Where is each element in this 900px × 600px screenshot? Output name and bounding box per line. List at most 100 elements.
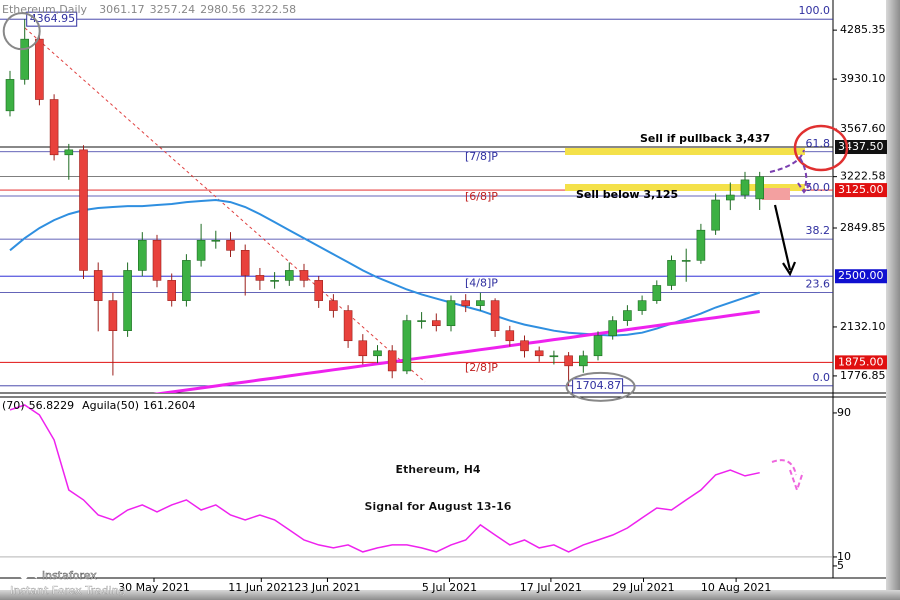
level-label: 3125.00 bbox=[838, 183, 884, 196]
ind-value: 161.2604 bbox=[143, 399, 196, 412]
murray-label: [2/8]P bbox=[465, 361, 498, 374]
candle-body bbox=[681, 260, 691, 262]
annotation: Sell if pullback 3,437 bbox=[640, 132, 770, 145]
candle-body bbox=[725, 194, 735, 201]
header: Ethereum,Daily 3061.17 3257.24 2980.56 3222.… bbox=[2, 3, 296, 16]
candle-body bbox=[284, 270, 294, 281]
x-tick-label: 17 Jul 2021 bbox=[520, 581, 582, 594]
candle-body bbox=[652, 285, 662, 301]
level-box bbox=[835, 355, 887, 370]
y-tick-label: 90 bbox=[837, 406, 851, 419]
candle-body bbox=[505, 330, 515, 342]
candle-body bbox=[343, 310, 353, 342]
ohlc: 2980.56 bbox=[200, 3, 246, 16]
level-label: 1875.00 bbox=[838, 355, 884, 368]
arrow bbox=[773, 204, 797, 277]
candle-body bbox=[520, 340, 529, 352]
candle-body bbox=[20, 38, 30, 80]
murray-label: [4/8]P bbox=[465, 276, 498, 289]
candle-body bbox=[534, 350, 544, 357]
candle-body bbox=[667, 260, 676, 286]
candle-body bbox=[755, 176, 765, 200]
y-tick-label: 2132.10 bbox=[840, 320, 886, 333]
main-panel bbox=[0, 18, 833, 393]
candle-body bbox=[299, 270, 309, 281]
level-box bbox=[835, 183, 887, 198]
ind-value: 56.8229 bbox=[29, 399, 75, 412]
candle-body bbox=[5, 79, 15, 112]
candle-body bbox=[373, 350, 382, 357]
y-tick-label: 3567.60 bbox=[840, 122, 886, 135]
ohlc: 3061.17 bbox=[99, 3, 145, 16]
candle-body bbox=[182, 260, 191, 301]
overlay: 100.0 61.8 50.0 38.2 23.6 0.0 [7/8]P [6/8]P [4/8… bbox=[2, 4, 887, 594]
candle-body bbox=[211, 239, 221, 242]
candle-body bbox=[387, 350, 397, 372]
logo-tagline: Instant Forex Trading bbox=[10, 584, 126, 597]
ohlc: 3257.24 bbox=[150, 3, 196, 16]
indicator-line bbox=[9, 404, 760, 553]
highlight-circle bbox=[793, 124, 849, 172]
ind-name: (70) bbox=[2, 399, 25, 412]
logo-icon bbox=[10, 560, 38, 588]
moving-average bbox=[153, 310, 760, 393]
y-tick-label: 5 bbox=[837, 559, 844, 572]
subtitle: Signal for August 13-16 bbox=[365, 500, 512, 513]
fib-label: 100.0 bbox=[799, 4, 831, 17]
y-tick-label: 1776.85 bbox=[840, 369, 886, 382]
candle-body bbox=[623, 310, 632, 321]
callout: 1704.87 bbox=[576, 379, 622, 392]
candle-body bbox=[417, 320, 426, 322]
candle-body bbox=[608, 320, 618, 336]
fib-label: 0.0 bbox=[813, 371, 831, 384]
logo: instaforex Instant Forex Trading bbox=[10, 560, 126, 597]
y-tick-label: 10 bbox=[837, 550, 851, 563]
y-tick-label: 3222.58 bbox=[840, 170, 886, 183]
callout: 4364.95 bbox=[30, 12, 75, 25]
candle-body bbox=[446, 300, 456, 327]
indicator-panel bbox=[0, 404, 833, 558]
candle-body bbox=[196, 239, 206, 261]
highlight-circle bbox=[2, 12, 41, 51]
x-tick-label: 5 Jul 2021 bbox=[422, 581, 477, 594]
fib-label: 61.8 bbox=[806, 137, 831, 150]
candle-body bbox=[637, 300, 647, 311]
callout-box bbox=[26, 11, 78, 27]
candle-body bbox=[49, 99, 59, 156]
candle-body bbox=[108, 300, 118, 331]
candle-body bbox=[476, 300, 485, 306]
arrow bbox=[771, 459, 804, 494]
symbol: Ethereum,Daily bbox=[2, 3, 88, 16]
candle-body bbox=[93, 270, 103, 301]
logo-icon bbox=[19, 569, 29, 579]
sell-zone bbox=[762, 188, 790, 200]
canvas bbox=[0, 0, 886, 590]
fib-label: 50.0 bbox=[806, 181, 831, 194]
candle-body bbox=[578, 355, 588, 367]
annotation: Sell below 3,125 bbox=[576, 188, 678, 201]
title: Ethereum, H4 bbox=[395, 463, 480, 476]
highlight-circle bbox=[565, 371, 636, 402]
candle-body bbox=[152, 239, 162, 281]
murray-label: [6/8]P bbox=[465, 190, 498, 203]
candle-body bbox=[167, 280, 176, 301]
candle-body bbox=[35, 38, 44, 100]
ind-name: Aguila(50) bbox=[82, 399, 139, 412]
y-tick-label: 4285.35 bbox=[840, 23, 886, 36]
level-box bbox=[835, 269, 887, 284]
x-tick-label: 23 Jun 2021 bbox=[294, 581, 360, 594]
candle-body bbox=[402, 320, 412, 372]
fib-label: 38.2 bbox=[806, 224, 831, 237]
x-tick-label: 10 Aug 2021 bbox=[701, 581, 771, 594]
callout-box bbox=[572, 378, 624, 394]
candle-body bbox=[490, 300, 500, 331]
frame-right bbox=[886, 0, 900, 600]
candle-body bbox=[255, 275, 265, 281]
x-tick-label: 30 May 2021 bbox=[118, 581, 190, 594]
candle-body bbox=[564, 355, 573, 367]
candle-body bbox=[240, 250, 250, 276]
candle-body bbox=[696, 229, 706, 261]
arrow bbox=[797, 157, 811, 194]
indicator-header: (70) 56.8229 Aguila(50) 161.2604 bbox=[2, 399, 196, 412]
